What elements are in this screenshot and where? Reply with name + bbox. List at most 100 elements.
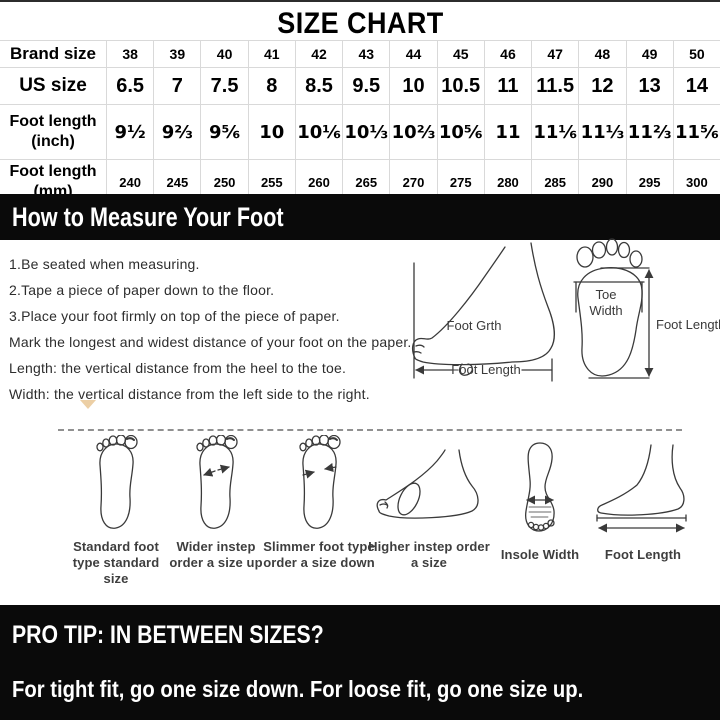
measure-instructions: 1.Be seated when measuring. 2.Tape a piec…	[9, 251, 412, 407]
foot-length-mm-value: 270	[389, 160, 436, 204]
foot-length-inch-value: 10⅚	[436, 105, 484, 159]
figure-slimmer-foot: Slimmer foot type order a size down	[263, 431, 375, 571]
figure-foot-length: Foot Length	[584, 431, 702, 563]
print-foot-length-label: Foot Length	[656, 317, 720, 332]
brand-size-value: 38	[106, 41, 153, 67]
table-row-us-size: US size 6.5 7 7.5 8 8.5 9.5 10 10.5 11 11.5 12 13 14	[0, 68, 720, 105]
table-row-brand-size: Brand size 38 39 40 41 42 43 44 45 46 47 48 49 50	[0, 41, 720, 68]
figure-caption: Higher instep order a size	[368, 539, 490, 570]
us-size-value: 11.5	[531, 68, 578, 104]
toe-width-label-1: Toe	[596, 287, 617, 302]
down-triangle-icon	[80, 400, 96, 409]
foot-length-inch-value: 10⅙	[294, 105, 342, 159]
figure-higher-instep: Higher instep order a size	[366, 431, 492, 571]
instruction-line: 3.Place your foot firmly on top of the p…	[9, 308, 340, 324]
instruction-line: 1.Be seated when measuring.	[9, 256, 200, 272]
figure-caption: Standard foot type standard size	[72, 539, 160, 586]
how-to-measure-banner: How to Measure Your Foot	[0, 194, 720, 240]
figure-caption: Insole Width	[500, 547, 580, 562]
brand-size-value: 49	[625, 41, 673, 67]
pro-tip-body: For tight fit, go one size down. For loo…	[12, 676, 584, 702]
foot-length-mm-value: 240	[106, 160, 153, 204]
foot-length-mm-value: 280	[483, 160, 531, 204]
brand-size-value: 39	[153, 41, 200, 67]
dashed-divider	[58, 429, 682, 431]
foot-length-mm-value: 250	[200, 160, 247, 204]
us-size-value: 12	[578, 68, 625, 104]
footprint-standard-icon	[96, 435, 138, 529]
foot-measure-diagram-icon: Foot Grth Foot Length Toe Width Foot Len…	[411, 238, 720, 382]
foot-length-mm-value: 275	[436, 160, 484, 204]
top-border-line	[0, 0, 720, 2]
brand-size-value: 42	[294, 41, 342, 67]
foot-length-inch-value: 11⅙	[531, 105, 578, 159]
foot-girth-label: Foot Grth	[447, 318, 502, 333]
brand-size-value: 47	[531, 41, 578, 67]
footprint-wider-icon	[196, 435, 238, 529]
foot-length-inch-value: 11⅚	[672, 105, 720, 159]
brand-size-value: 41	[247, 41, 295, 67]
instruction-line: Length: the vertical distance from the h…	[9, 360, 347, 376]
foot-length-icon	[596, 444, 687, 533]
footprint-slimmer-icon	[299, 435, 341, 529]
foot-length-inch-value: 9⅔	[153, 105, 200, 159]
us-size-value: 6.5	[106, 68, 153, 104]
brand-size-value: 46	[483, 41, 531, 67]
page-title: SIZE CHART	[276, 7, 444, 40]
brand-size-value: 48	[578, 41, 625, 67]
foot-length-inch-value: 11⅔	[625, 105, 673, 159]
foot-length-inch-value: 10⅔	[389, 105, 436, 159]
figure-wider-instep: Wider instep order a size up	[163, 431, 269, 571]
side-foot-length-label: Foot Length	[451, 362, 520, 377]
us-size-value: 7.5	[200, 68, 247, 104]
foot-length-mm-value: 300	[672, 160, 720, 204]
brand-size-value: 50	[672, 41, 720, 67]
foot-length-mm-value: 290	[578, 160, 625, 204]
brand-size-value: 44	[389, 41, 436, 67]
table-row-foot-length-mm: Foot length (mm) 240 245 250 255 260 265 270 275…	[0, 160, 720, 205]
instruction-line: Mark the longest and widest distance of …	[9, 334, 412, 350]
pro-tip-heading: PRO TIP: IN BETWEEN SIZES?	[12, 621, 324, 649]
brand-size-value: 40	[200, 41, 247, 67]
foot-length-inch-value: 9⅚	[200, 105, 247, 159]
foot-length-inch-value: 11	[483, 105, 531, 159]
instruction-line: 2.Tape a piece of paper down to the floo…	[9, 282, 275, 298]
row-label-us-size: US size	[19, 75, 87, 96]
figure-caption: Foot Length	[604, 547, 682, 562]
figure-caption: Wider instep order a size up	[169, 539, 263, 570]
foot-length-mm-value: 255	[247, 160, 295, 204]
toe-width-label-2: Width	[589, 303, 622, 318]
size-chart-table: Brand size 38 39 40 41 42 43 44 45 46 47 48 49 50 US…	[0, 40, 720, 205]
foot-length-mm-value: 265	[342, 160, 389, 204]
us-size-value: 8	[247, 68, 295, 104]
us-size-value: 10.5	[436, 68, 484, 104]
foot-length-mm-value: 245	[153, 160, 200, 204]
insole-width-icon	[525, 442, 555, 532]
us-size-value: 14	[672, 68, 720, 104]
pro-tip-banner: PRO TIP: IN BETWEEN SIZES? For tight fit…	[0, 605, 720, 720]
how-to-measure-heading: How to Measure Your Foot	[12, 202, 284, 232]
foot-length-mm-value: 295	[625, 160, 673, 204]
foot-length-mm-value: 260	[294, 160, 342, 204]
foot-length-mm-value: 285	[531, 160, 578, 204]
us-size-value: 8.5	[294, 68, 342, 104]
us-size-value: 13	[625, 68, 673, 104]
row-label-brand-size: Brand size	[10, 44, 96, 63]
brand-size-value: 43	[342, 41, 389, 67]
row-label-foot-length-inch: Foot length (inch)	[9, 113, 97, 150]
us-size-value: 11	[483, 68, 531, 104]
us-size-value: 9.5	[342, 68, 389, 104]
side-foot-girth-icon	[376, 449, 479, 519]
instruction-line: Width: the vertical distance from the le…	[9, 386, 370, 402]
brand-size-value: 45	[436, 41, 484, 67]
us-size-value: 7	[153, 68, 200, 104]
figure-standard-foot: Standard foot type standard size	[62, 431, 170, 587]
us-size-value: 10	[389, 68, 436, 104]
foot-length-inch-value: 11⅓	[578, 105, 625, 159]
table-row-foot-length-inch: Foot length (inch) 9½ 9⅔ 9⅚ 10 10⅙ 10⅓ 10⅔ 10⅚ 11…	[0, 105, 720, 160]
figure-insole-width: Insole Width	[480, 431, 600, 563]
foot-length-inch-value: 10⅓	[342, 105, 389, 159]
foot-length-inch-value: 10	[247, 105, 295, 159]
foot-length-inch-value: 9½	[106, 105, 153, 159]
